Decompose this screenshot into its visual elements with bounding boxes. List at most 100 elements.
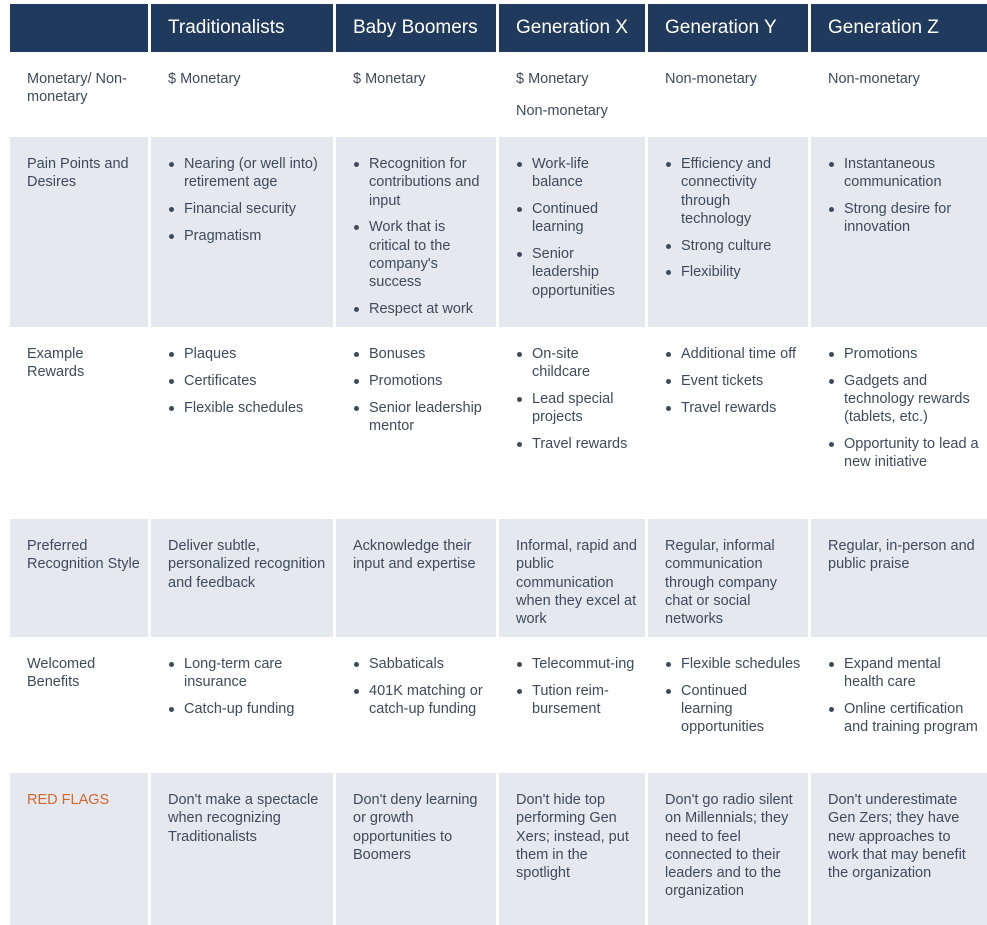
table-cell: Don't go radio silent on Millennials; th… — [648, 773, 808, 925]
cell-text: Don't go radio silent on Millennials; th… — [665, 791, 802, 901]
table-cell: Informal, rapid and public communication… — [499, 519, 645, 637]
bullet-list: Expand mental health care Online certific… — [828, 655, 981, 737]
table-cell: Work-life balance Continued learning Senio… — [499, 137, 645, 327]
bullet-list: Long-term care insurance Catch-up funding — [168, 655, 327, 718]
list-item: Respect at work — [353, 300, 490, 318]
cell-line: Regular, in-person and public praise — [828, 538, 975, 573]
cell-text: $ Monetary — [168, 70, 327, 88]
table-cell: Flexible schedules Continued learning opp… — [648, 637, 808, 773]
table-cell: Non-monetary — [648, 52, 808, 137]
list-item: Catch-up funding — [168, 700, 327, 718]
table-cell: Telecommut-ing Tution reim-bursement — [499, 637, 645, 773]
list-item: 401K matching or catch-up funding — [353, 682, 490, 719]
list-item: Additional time off — [665, 345, 802, 363]
cell-line: Deliver subtle, personalized recognition… — [168, 538, 326, 591]
bullet-list: Nearing (or well into) retirement age Fin… — [168, 155, 327, 245]
list-item: Recognition for contributions and input — [353, 155, 490, 210]
cell-text: Non-monetary — [665, 70, 802, 88]
cell-text: Don't deny learning or growth opportunit… — [353, 791, 490, 864]
list-item: Strong culture — [665, 237, 802, 255]
bullet-list: Sabbaticals 401K matching or catch-up fun… — [353, 655, 490, 718]
cell-text: Regular, in-person and public praise — [828, 537, 981, 574]
list-item: Gadgets and technology rewards (tablets,… — [828, 372, 981, 427]
list-item: Flexible schedules — [168, 399, 327, 417]
list-item: Promotions — [353, 372, 490, 390]
cell-line: Non-monetary — [665, 71, 757, 87]
list-item: Expand mental health care — [828, 655, 981, 692]
cell-line: $ Monetary — [353, 71, 426, 87]
cell-text: $ Monetary Non-monetary — [516, 70, 639, 121]
table-cell: Promotions Gadgets and technology rewards… — [811, 327, 987, 519]
cell-line: Don't deny learning or growth opportunit… — [353, 792, 478, 863]
bullet-list: Work-life balance Continued learning Senio… — [516, 155, 639, 300]
list-item: Tution reim-bursement — [516, 682, 639, 719]
cell-line: Don't underestimate Gen Zers; they have … — [828, 792, 966, 882]
column-header: Generation Y — [648, 4, 808, 52]
column-header: Generation X — [499, 4, 645, 52]
column-header: Traditionalists — [151, 4, 333, 52]
table-cell: Sabbaticals 401K matching or catch-up fun… — [336, 637, 496, 773]
list-item: Certificates — [168, 372, 327, 390]
cell-line: Don't hide top performing Gen Xers; inst… — [516, 792, 629, 882]
row-label: Monetary/ Non-monetary — [10, 52, 148, 137]
red-flags-label: RED FLAGS — [10, 773, 148, 925]
cell-text: $ Monetary — [353, 70, 490, 88]
list-item: Work that is critical to the company's s… — [353, 218, 490, 291]
table-cell: Deliver subtle, personalized recognition… — [151, 519, 333, 637]
cell-line: $ Monetary — [516, 71, 589, 87]
list-item: Telecommut-ing — [516, 655, 639, 673]
row-label: Pain Points and Desires — [10, 137, 148, 327]
list-item: Online certification and training progra… — [828, 700, 981, 737]
cell-text: Don't hide top performing Gen Xers; inst… — [516, 791, 639, 882]
bullet-list: Efficiency and connectivity through tech… — [665, 155, 802, 282]
table-cell: Acknowledge their input and expertise — [336, 519, 496, 637]
bullet-list: Telecommut-ing Tution reim-bursement — [516, 655, 639, 718]
table-cell: On-site childcare Lead special projects Tr… — [499, 327, 645, 519]
list-item: Plaques — [168, 345, 327, 363]
table-cell: Don't deny learning or growth opportunit… — [336, 773, 496, 925]
table-cell: Expand mental health care Online certific… — [811, 637, 987, 773]
table-cell: Non-monetary — [811, 52, 987, 137]
cell-text: Non-monetary — [828, 70, 981, 88]
list-item: Financial security — [168, 200, 327, 218]
row-label: Example Rewards — [10, 327, 148, 519]
cell-line: Don't make a spectacle when recognizing … — [168, 792, 319, 845]
list-item: Promotions — [828, 345, 981, 363]
table-cell: Regular, informal communication through … — [648, 519, 808, 637]
bullet-list: Bonuses Promotions Senior leadership mento… — [353, 345, 490, 435]
bullet-list: Flexible schedules Continued learning opp… — [665, 655, 802, 737]
list-item: Opportunity to lead a new initiative — [828, 435, 981, 472]
table-cell: Long-term care insurance Catch-up funding — [151, 637, 333, 773]
bullet-list: Instantaneous communication Strong desire… — [828, 155, 981, 237]
table-cell: Efficiency and connectivity through tech… — [648, 137, 808, 327]
list-item: Flexible schedules — [665, 655, 802, 673]
list-item: Senior leadership opportunities — [516, 245, 639, 300]
table-cell: Plaques Certificates Flexible schedules — [151, 327, 333, 519]
list-item: Pragmatism — [168, 227, 327, 245]
bullet-list: Plaques Certificates Flexible schedules — [168, 345, 327, 417]
table-cell: Regular, in-person and public praise — [811, 519, 987, 637]
bullet-list: Recognition for contributions and input W… — [353, 155, 490, 318]
table-cell: Bonuses Promotions Senior leadership mento… — [336, 327, 496, 519]
cell-line: Non-monetary — [828, 71, 920, 87]
list-item: Nearing (or well into) retirement age — [168, 155, 327, 192]
column-header: Baby Boomers — [336, 4, 496, 52]
table-cell: $ Monetary Non-monetary — [499, 52, 645, 137]
table-cell: Instantaneous communication Strong desire… — [811, 137, 987, 327]
table-cell: Additional time off Event tickets Travel r… — [648, 327, 808, 519]
list-item: Senior leadership mentor — [353, 399, 490, 436]
list-item: Event tickets — [665, 372, 802, 390]
list-item: Long-term care insurance — [168, 655, 327, 692]
list-item: Instantaneous communication — [828, 155, 981, 192]
list-item: Sabbaticals — [353, 655, 490, 673]
table-cell: $ Monetary — [151, 52, 333, 137]
cell-text: Don't make a spectacle when recognizing … — [168, 791, 327, 846]
bullet-list: On-site childcare Lead special projects Tr… — [516, 345, 639, 453]
bullet-list: Promotions Gadgets and technology rewards… — [828, 345, 981, 472]
cell-line: Acknowledge their input and expertise — [353, 538, 476, 573]
list-item: Work-life balance — [516, 155, 639, 192]
table-cell: Nearing (or well into) retirement age Fin… — [151, 137, 333, 327]
list-item: Travel rewards — [665, 399, 802, 417]
cell-line: Non-monetary — [516, 103, 608, 120]
